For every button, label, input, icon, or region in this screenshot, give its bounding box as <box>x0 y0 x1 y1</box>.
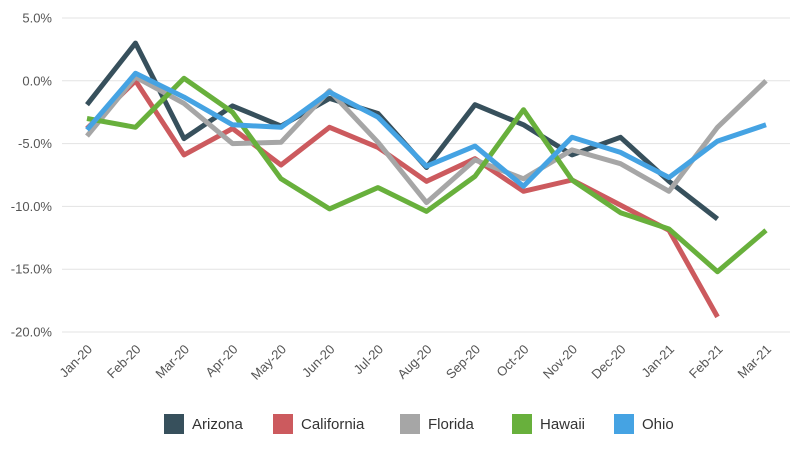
series-line-arizona <box>85 40 720 221</box>
legend-swatch <box>512 414 532 434</box>
legend-label: Ohio <box>642 416 674 433</box>
x-tick-label: Dec-20 <box>588 342 628 382</box>
legend-swatch <box>273 414 293 434</box>
y-tick-label: -20.0% <box>11 325 53 340</box>
legend-label: California <box>301 416 365 433</box>
x-tick-label: Aug-20 <box>394 342 434 382</box>
x-tick-label: Jul-20 <box>350 342 386 378</box>
legend: Arizona California Florida Hawaii Ohio <box>164 414 674 434</box>
series-line-florida <box>85 74 768 206</box>
x-tick-label: May-20 <box>248 342 289 383</box>
x-tick-label: Oct-20 <box>493 342 531 380</box>
series-lines <box>85 40 768 319</box>
series-line-ohio <box>85 70 767 189</box>
y-tick-label: -10.0% <box>11 199 53 214</box>
legend-swatch <box>614 414 634 434</box>
y-tick-label: 5.0% <box>22 11 52 26</box>
y-tick-label: -5.0% <box>18 136 52 151</box>
x-tick-label: Sep-20 <box>443 342 483 382</box>
legend-swatch <box>164 414 184 434</box>
y-axis-ticks: 5.0% 0.0% -5.0% -10.0% -15.0% -20.0% <box>11 11 53 340</box>
y-tick-label: 0.0% <box>22 73 52 88</box>
legend-item-hawaii: Hawaii <box>512 414 585 434</box>
series-line-california <box>85 78 720 319</box>
legend-label: Florida <box>428 416 475 433</box>
x-tick-label: Jun-20 <box>299 342 338 381</box>
legend-item-ohio: Ohio <box>614 414 674 434</box>
x-tick-label: Mar-20 <box>152 342 192 382</box>
x-tick-label: Feb-20 <box>104 342 144 382</box>
y-tick-label: -15.0% <box>11 262 53 277</box>
legend-item-california: California <box>273 414 365 434</box>
legend-swatch <box>400 414 420 434</box>
x-tick-label: Nov-20 <box>540 342 580 382</box>
legend-item-arizona: Arizona <box>164 414 244 434</box>
series-line-hawaii <box>86 75 768 275</box>
x-tick-label: Apr-20 <box>202 342 240 380</box>
x-tick-label: Mar-21 <box>734 342 774 382</box>
legend-label: Arizona <box>192 416 244 433</box>
x-tick-label: Jan-20 <box>56 342 95 381</box>
x-tick-label: Feb-21 <box>686 342 726 382</box>
legend-label: Hawaii <box>540 416 585 433</box>
x-tick-label: Jan-21 <box>638 342 677 381</box>
legend-item-florida: Florida <box>400 414 475 434</box>
x-axis-ticks: Jan-20 Feb-20 Mar-20 Apr-20 May-20 Jun-20 Jul-… <box>56 342 774 383</box>
